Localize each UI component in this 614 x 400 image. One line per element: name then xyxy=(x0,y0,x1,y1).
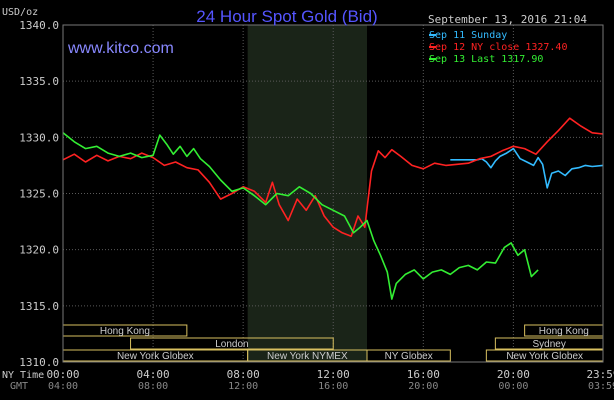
x-tick-ny-label: 23:59 xyxy=(586,368,614,381)
y-tick-label: 1335.0 xyxy=(19,75,59,88)
x-tick-gmt-label: 08:00 xyxy=(138,381,168,392)
session-label: Sydney xyxy=(533,339,566,350)
x-axis-ticks: 00:0004:0004:0008:0008:0012:0012:0016:00… xyxy=(46,368,614,392)
x-tick-gmt-label: 12:00 xyxy=(228,381,258,392)
x-tick-ny-label: 04:00 xyxy=(137,368,170,381)
legend-sep13: Sep 13 Last 1317.90 xyxy=(429,54,543,65)
x-tick-gmt-label: 04:00 xyxy=(48,381,78,392)
x-tick-ny-label: 16:00 xyxy=(407,368,440,381)
session-label: London xyxy=(215,339,248,350)
x-tick-ny-label: 08:00 xyxy=(227,368,260,381)
x-tick-gmt-label: 00:00 xyxy=(498,381,528,392)
price-series xyxy=(62,117,604,300)
x-tick-gmt-label: 20:00 xyxy=(408,381,438,392)
x-tick-gmt-label: 03:59 xyxy=(588,381,614,392)
chart-title: 24 Hour Spot Gold (Bid) xyxy=(196,7,377,26)
y-tick-label: 1310.0 xyxy=(19,356,59,369)
x-tick-ny-label: 00:00 xyxy=(46,368,79,381)
session-label: New York NYMEX xyxy=(267,351,348,362)
series-line xyxy=(62,117,604,237)
chart-timestamp: September 13, 2016 21:04 xyxy=(428,13,587,26)
site-watermark: www.kitco.com xyxy=(67,40,174,57)
x-tick-gmt-label: 16:00 xyxy=(318,381,348,392)
session-box xyxy=(366,349,451,362)
x-tick-ny-label: 20:00 xyxy=(497,368,530,381)
legend: Sep 11 Sunday Sep 12 NY close 1327.40 Se… xyxy=(429,30,567,65)
legend-sep11: Sep 11 Sunday xyxy=(429,30,507,41)
session-label: New York Globex xyxy=(506,351,583,362)
session-box xyxy=(130,337,334,350)
y-tick-label: 1330.0 xyxy=(19,131,59,144)
y-tick-label: 1325.0 xyxy=(19,188,59,201)
session-label: Hong Kong xyxy=(539,326,589,337)
session-label: Hong Kong xyxy=(100,326,150,337)
y-tick-label: 1340.0 xyxy=(19,19,59,32)
plot-frame xyxy=(62,24,604,363)
y-tick-label: 1320.0 xyxy=(19,244,59,257)
nymex-session-shade xyxy=(247,25,368,362)
x-label-gmt: GMT xyxy=(10,381,28,392)
y-axis-ticks: 1340.0 1335.0 1330.0 1325.0 1320.0 1315.0 1310… xyxy=(19,19,59,369)
unit-label: USD/oz xyxy=(2,7,38,18)
session-label: New York Globex xyxy=(117,351,194,362)
x-label-ny-time: NY Time xyxy=(2,370,44,381)
session-label: NY Globex xyxy=(385,351,433,362)
y-tick-label: 1315.0 xyxy=(19,300,59,313)
series-line xyxy=(62,132,539,300)
legend-sep12: Sep 12 NY close 1327.40 xyxy=(429,42,567,53)
x-tick-ny-label: 12:00 xyxy=(317,368,350,381)
